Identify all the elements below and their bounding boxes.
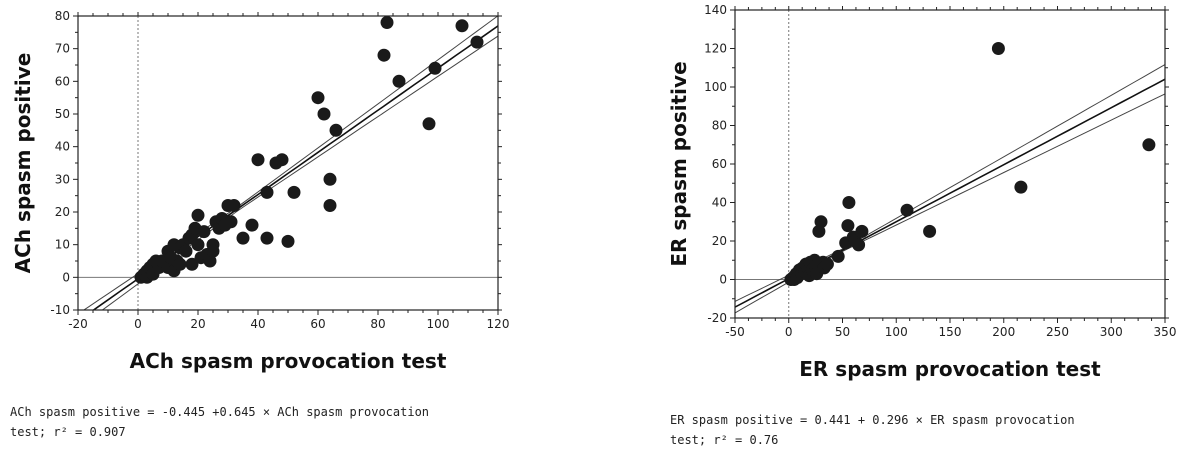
ach-equation-line-1: ACh spasm positive = -0.445 +0.645 × ACh… xyxy=(10,405,430,419)
er-y-tick-label: 60 xyxy=(712,157,727,171)
er-y-tick-label: 20 xyxy=(712,234,727,248)
ach-data-point xyxy=(191,238,205,252)
ach-x-tick-label: 0 xyxy=(134,317,142,331)
ach-data-point xyxy=(287,185,301,199)
er-x-tick-label: 250 xyxy=(1046,325,1069,339)
ach-y-tick-label: 80 xyxy=(55,9,70,23)
er-scatter-chart: -50 0 50 100 150 200 250 300 350 -20 0 20 40 60 80 100 1… xyxy=(667,3,1177,381)
ach-data-point xyxy=(206,244,220,258)
er-x-tick-label: 150 xyxy=(939,325,962,339)
er-data-point xyxy=(831,249,845,263)
ach-data-point xyxy=(455,19,469,33)
ach-data-point xyxy=(323,199,337,212)
ach-data-point xyxy=(245,218,259,232)
er-x-tick-label: -50 xyxy=(725,325,745,339)
er-equation-line-1: ER spasm positive = 0.441 + 0.296 × ER s… xyxy=(670,413,1075,427)
ach-equation-line-2: test; r² = 0.907 xyxy=(10,425,126,439)
ach-x-tick-label: 80 xyxy=(370,317,385,331)
ach-y-tick-label: 50 xyxy=(55,107,70,121)
ach-data-point xyxy=(197,225,211,239)
er-x-tick-label: 300 xyxy=(1100,325,1123,339)
ach-x-tick-label: 60 xyxy=(310,317,325,331)
er-data-point xyxy=(852,238,866,252)
ach-data-point xyxy=(377,48,391,62)
er-x-tick-label: 350 xyxy=(1154,325,1177,339)
ach-scatter-chart: -20 0 20 40 60 80 100 120 -10 0 10 20 30 40 50 60 70 80 AC… xyxy=(11,9,510,373)
ach-data-point xyxy=(236,231,250,245)
ach-data-point xyxy=(392,74,406,88)
ach-data-point xyxy=(329,123,343,137)
ach-y-tick-label: 10 xyxy=(55,238,70,252)
er-y-axis-label: ER spasm positive xyxy=(667,61,691,266)
ach-x-tick-label: 100 xyxy=(427,317,450,331)
er-x-tick-label: 0 xyxy=(785,325,793,339)
er-data-point xyxy=(1142,138,1156,152)
er-y-tick-label: -20 xyxy=(707,311,727,325)
er-regression-equation: ER spasm positive = 0.441 + 0.296 × ER s… xyxy=(670,410,1180,450)
ach-data-point xyxy=(311,91,325,105)
ach-ci-lower-line xyxy=(101,35,498,310)
er-data-point xyxy=(842,196,856,209)
ach-x-tick-label: 40 xyxy=(250,317,265,331)
ach-data-point xyxy=(428,61,442,75)
er-y-tick-label: 140 xyxy=(704,3,727,17)
er-data-point xyxy=(1014,180,1028,194)
ach-data-point xyxy=(179,244,193,258)
er-y-tick-label: 40 xyxy=(712,196,727,210)
er-scatter-panel: -50 0 50 100 150 200 250 300 350 -20 0 20 40 60 80 100 1… xyxy=(600,0,1186,457)
er-y-tick-label: 120 xyxy=(704,42,727,56)
ach-x-tick-label: -20 xyxy=(68,317,88,331)
ach-data-point xyxy=(317,107,331,121)
ach-data-point xyxy=(275,153,289,167)
ach-data-point xyxy=(470,35,484,49)
ach-y-tick-label: 60 xyxy=(55,74,70,88)
er-data-point xyxy=(991,42,1005,55)
ach-data-point xyxy=(251,153,265,167)
ach-plot-frame xyxy=(77,15,499,311)
ach-data-point xyxy=(281,234,295,248)
ach-data-point xyxy=(203,254,217,268)
ach-data-point xyxy=(422,117,436,131)
ach-data-point xyxy=(185,257,199,271)
er-data-point xyxy=(820,257,834,271)
ach-data-point xyxy=(191,208,205,222)
er-y-tick-label: 0 xyxy=(719,273,727,287)
ach-data-point xyxy=(323,172,337,186)
ach-x-axis-label: ACh spasm provocation test xyxy=(130,349,447,373)
ach-regression-equation: ACh spasm positive = -0.445 +0.645 × ACh… xyxy=(10,402,550,442)
ach-data-point xyxy=(260,231,274,245)
ach-y-tick-label: 20 xyxy=(55,205,70,219)
ach-y-axis-label: ACh spasm positive xyxy=(11,53,35,274)
ach-x-tick-label: 120 xyxy=(487,317,510,331)
ach-data-point xyxy=(380,16,394,29)
ach-data-point xyxy=(227,199,241,212)
er-data-point xyxy=(855,224,869,238)
ach-data-point xyxy=(173,257,187,271)
er-data-point xyxy=(923,224,937,238)
er-y-tick-label: 80 xyxy=(712,119,727,133)
ach-data-point xyxy=(224,215,238,229)
er-x-axis-label: ER spasm provocation test xyxy=(799,357,1101,381)
er-data-point xyxy=(814,215,828,229)
ach-data-point xyxy=(260,185,274,199)
ach-y-tick-label: 30 xyxy=(55,172,70,186)
ach-y-tick-label: 40 xyxy=(55,140,70,154)
ach-y-tick-label: 0 xyxy=(62,270,70,284)
ach-scatter-panel: -20 0 20 40 60 80 100 120 -10 0 10 20 30 40 50 60 70 80 AC… xyxy=(10,9,550,442)
er-data-point xyxy=(841,219,855,233)
ach-y-tick-label: 70 xyxy=(55,42,70,56)
er-equation-line-2: test; r² = 0.76 xyxy=(670,433,779,447)
er-x-tick-label: 100 xyxy=(885,325,908,339)
ach-y-tick-label: -10 xyxy=(50,303,70,317)
er-y-tick-label: 100 xyxy=(704,80,727,94)
er-x-tick-label: 50 xyxy=(835,325,850,339)
er-data-point xyxy=(900,203,914,217)
ach-x-tick-label: 20 xyxy=(190,317,205,331)
er-x-tick-label: 200 xyxy=(992,325,1015,339)
